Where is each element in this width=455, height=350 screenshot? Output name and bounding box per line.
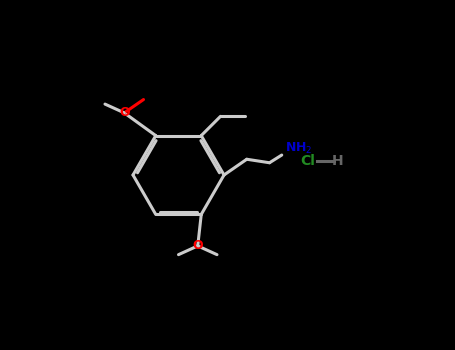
Text: NH$_2$: NH$_2$ [285,141,313,156]
Text: O: O [192,239,203,252]
Text: O: O [119,106,130,119]
Text: Cl: Cl [301,154,315,168]
Text: H: H [332,154,344,168]
